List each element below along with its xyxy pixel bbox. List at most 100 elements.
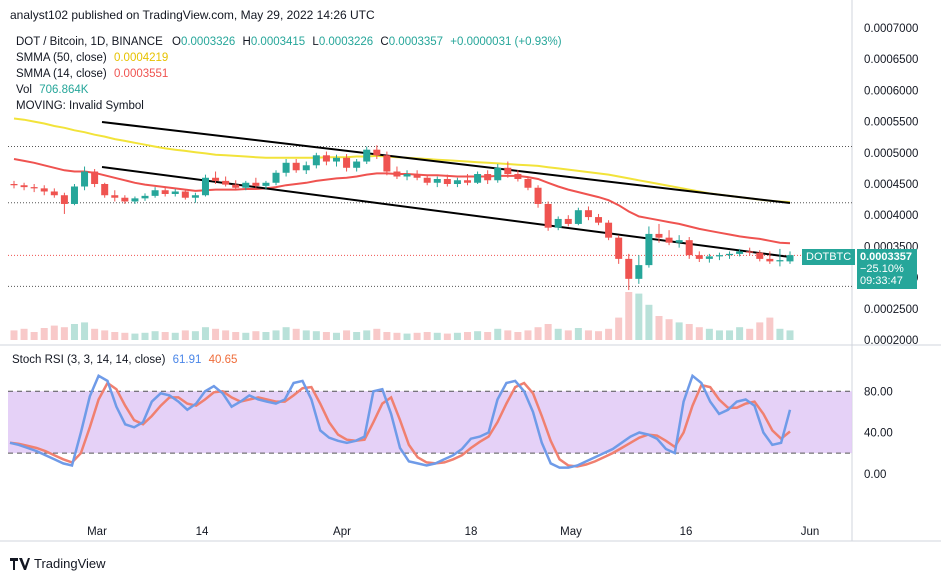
price-tag-pct: −25.10% <box>860 263 904 275</box>
ohlc-high: 0.0003415 <box>250 36 306 48</box>
candle-body <box>433 179 441 183</box>
candle-body <box>705 256 713 259</box>
candle-body <box>91 171 99 184</box>
candle-body <box>574 210 582 224</box>
price-tick-label: 0.0002500 <box>864 304 918 316</box>
volume-bar <box>101 330 109 340</box>
volume-bar <box>554 328 562 340</box>
stoch-k-value: 61.91 <box>172 354 202 366</box>
volume-bar <box>81 322 89 340</box>
candle-body <box>685 240 693 256</box>
candle-body <box>665 237 673 243</box>
volume-bar <box>40 328 48 340</box>
candle-body <box>544 203 552 228</box>
candle-body <box>343 157 351 168</box>
volume-bar <box>151 331 159 340</box>
volume-bar <box>595 331 603 340</box>
volume-bar <box>625 292 633 340</box>
ohlc-close: 0.0003357 <box>388 36 444 48</box>
candle-body <box>131 198 139 202</box>
candle-body <box>312 155 320 166</box>
volume-bar <box>715 330 723 340</box>
volume-bar <box>60 327 68 340</box>
tradingview-logo[interactable]: TradingView <box>10 556 106 571</box>
candle-body <box>191 195 199 198</box>
volume-bar <box>675 322 683 340</box>
volume-bar <box>222 330 230 340</box>
volume-bar <box>494 328 502 340</box>
candle-body <box>101 184 109 196</box>
volume-bar <box>433 332 441 340</box>
candle-body <box>111 195 119 198</box>
volume-bar <box>212 328 220 340</box>
candle-body <box>70 186 78 204</box>
candle-body <box>10 184 18 186</box>
volume-bar <box>564 330 572 340</box>
price-tag: 0.0003357 −25.10% 09:33:47 <box>857 249 917 289</box>
sma14-line <box>13 158 791 245</box>
volume-bar <box>383 332 391 340</box>
price-tick-label: 0.0007000 <box>864 23 918 35</box>
volume-bar <box>685 324 693 340</box>
candle-body <box>736 251 744 254</box>
candle-body <box>353 161 361 168</box>
volume-bar <box>201 327 209 340</box>
volume-bar <box>705 328 713 340</box>
candle-body <box>292 162 300 171</box>
candle-body <box>746 251 754 253</box>
time-tick-label: Jun <box>801 526 820 538</box>
price-tag-timer: 09:33:47 <box>860 275 903 287</box>
ohlc-h-label: H <box>242 36 251 48</box>
volume-bar <box>776 328 784 340</box>
volume-bar <box>272 330 280 340</box>
channel-lower-line <box>101 166 791 258</box>
volume-bar <box>756 322 764 340</box>
volume-bar <box>353 332 361 340</box>
channel-upper-line <box>101 121 791 204</box>
volume-bar <box>584 330 592 340</box>
candle-body <box>161 190 169 194</box>
volume-bar <box>141 332 149 340</box>
volume-bar <box>635 293 643 340</box>
volume-bar <box>50 325 58 340</box>
candle-body <box>151 190 159 196</box>
candle-body <box>282 162 290 173</box>
volume-bar <box>605 328 613 340</box>
volume-bar <box>30 332 38 340</box>
volume-bar <box>262 332 270 340</box>
ohlc-o-label: O <box>171 36 181 48</box>
candle-body <box>373 149 381 156</box>
volume-bar <box>252 331 260 340</box>
volume-bar <box>413 332 421 340</box>
ohlc-low: 0.0003226 <box>318 36 374 48</box>
candle-body <box>635 265 643 279</box>
volume-bar <box>403 333 411 340</box>
volume-bar <box>544 324 552 340</box>
time-tick-label: 16 <box>680 526 693 538</box>
candle-body <box>786 255 794 262</box>
time-tick-label: 14 <box>196 526 209 538</box>
candle-body <box>504 167 512 175</box>
candle-body <box>222 180 230 185</box>
volume-bar <box>181 330 189 340</box>
symbol-tag: DOTBTC <box>802 249 856 265</box>
price-tag-price: 0.0003357 <box>860 251 912 263</box>
volume-bar <box>191 331 199 340</box>
candle-body <box>534 187 542 204</box>
candle-body <box>766 258 774 262</box>
candle-body <box>595 217 603 223</box>
volume-bar <box>534 327 542 340</box>
candle-body <box>464 180 472 183</box>
sma50-value: 0.0004219 <box>113 52 169 64</box>
sma14-label: SMMA (14, close) <box>16 68 107 80</box>
volume-bar <box>665 319 673 340</box>
candle-body <box>322 155 330 162</box>
candle-body <box>756 252 764 259</box>
candle-body <box>403 174 411 177</box>
ohlc-c-label: C <box>380 36 389 48</box>
stoch-tick-label: 80.00 <box>864 386 893 398</box>
candle-body <box>675 240 683 243</box>
volume-bar <box>282 327 290 340</box>
candle-body <box>121 197 129 202</box>
